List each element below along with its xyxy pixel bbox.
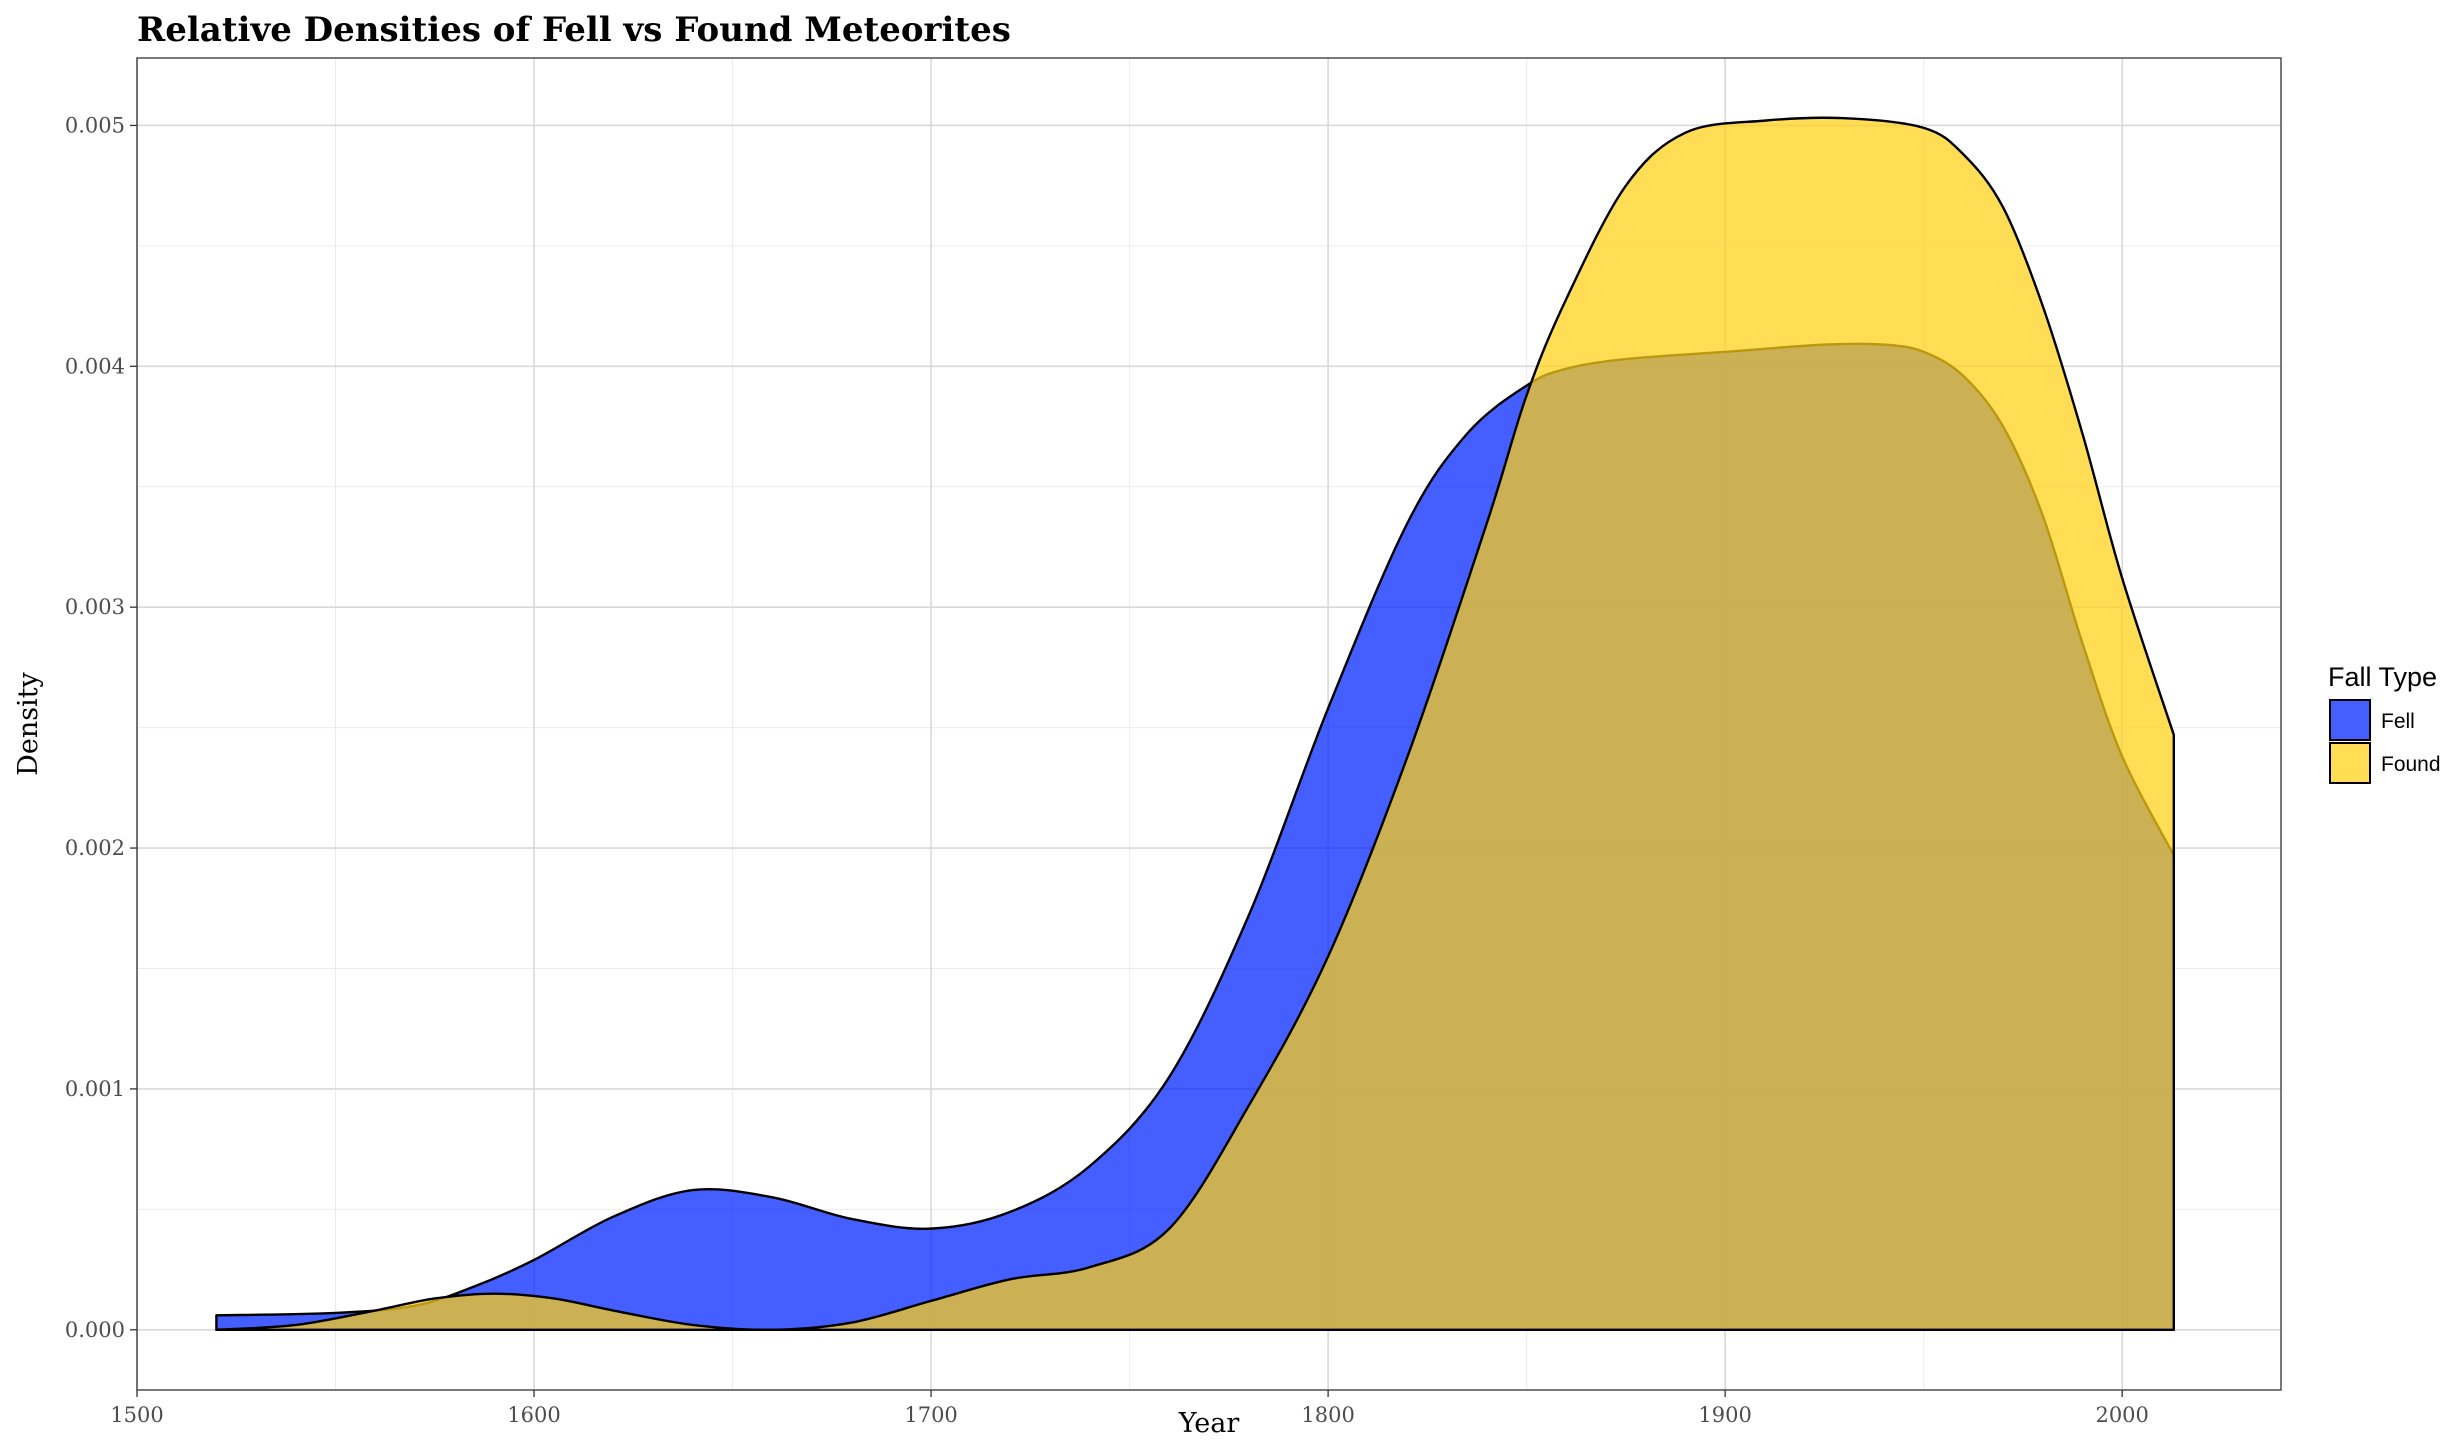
y-tick-label: 0.004: [65, 354, 125, 378]
y-tick-label: 0.003: [65, 595, 125, 619]
x-tick-label: 1700: [904, 1403, 957, 1427]
density-area-found: [215, 116, 2175, 1332]
x-tick-label: 2000: [2095, 1403, 2148, 1427]
y-tick-label: 0.005: [65, 113, 125, 137]
y-axis-title: Density: [13, 671, 44, 775]
y-tick-label: 0.002: [65, 836, 125, 860]
legend-title: Fall Type: [2328, 662, 2437, 692]
x-tick-label: 1500: [110, 1403, 163, 1427]
chart-title: Relative Densities of Fell vs Found Mete…: [137, 10, 1011, 50]
y-tick-label: 0.001: [65, 1077, 125, 1101]
legend-label-found: Found: [2381, 753, 2441, 776]
y-axis: 0.000 0.001 0.002 0.003 0.004 0.005: [65, 113, 137, 1342]
density-areas: [215, 116, 2175, 1332]
legend-key-fell: [2329, 699, 2371, 741]
x-axis-title: Year: [1178, 1408, 1240, 1439]
legend: Fall Type Fell Found: [2328, 662, 2441, 784]
plot-panel-border: [136, 57, 2282, 1391]
x-axis: 1500 1600 1700 1800 1900 2000: [110, 1390, 2149, 1427]
legend-key-found: [2329, 742, 2371, 784]
legend-label-fell: Fell: [2381, 710, 2415, 733]
x-tick-label: 1800: [1301, 1403, 1354, 1427]
x-tick-label: 1600: [507, 1403, 560, 1427]
x-tick-label: 1900: [1698, 1403, 1751, 1427]
y-tick-label: 0.000: [65, 1318, 125, 1342]
